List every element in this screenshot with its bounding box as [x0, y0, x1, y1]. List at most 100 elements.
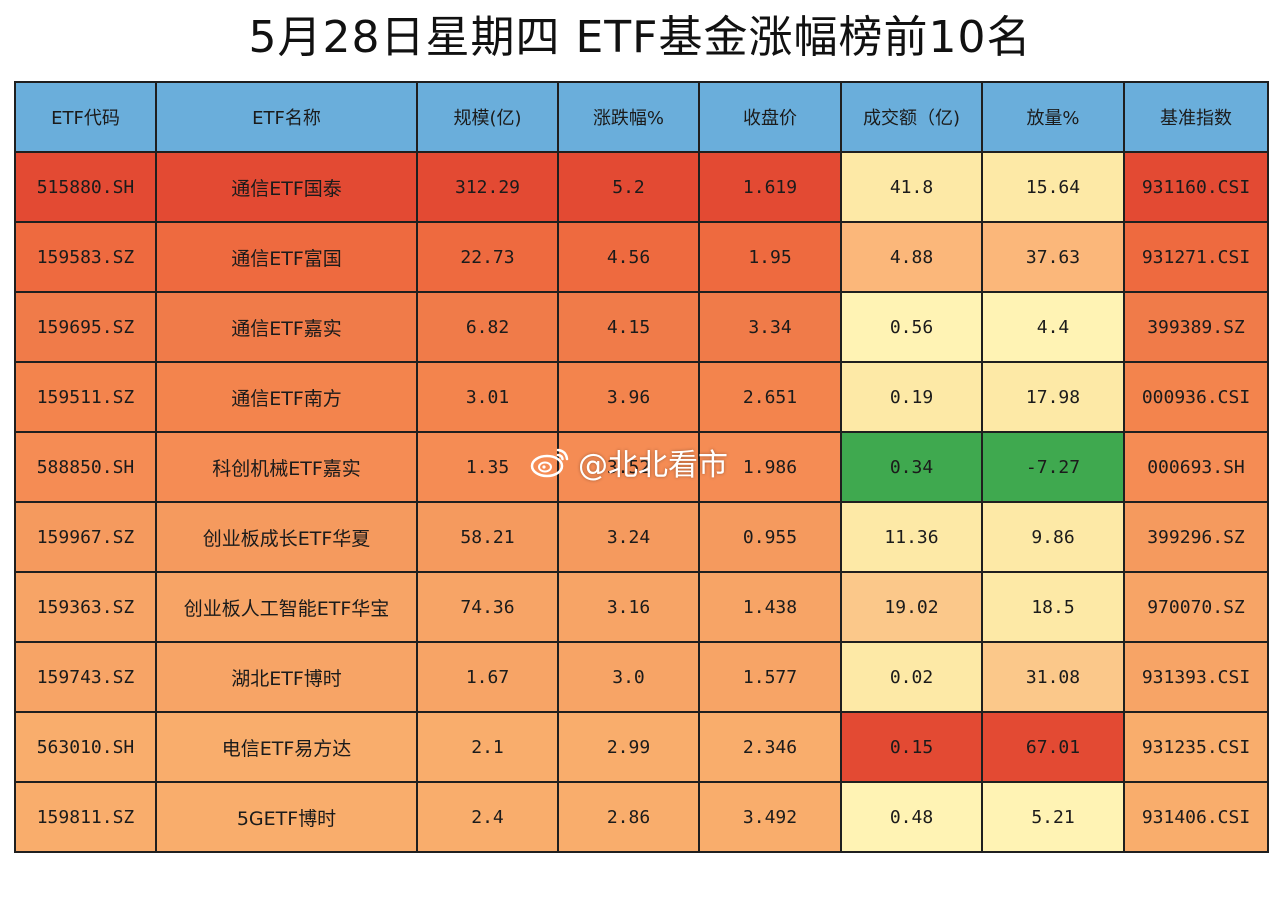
table-row: 515880.SH 通信ETF国泰 312.29 5.2 1.619 41.8 15.64 9… — [14, 151, 1269, 223]
volume-cell: 4.4 — [981, 291, 1125, 363]
table-row: 563010.SH 电信ETF易方达 2.1 2.99 2.346 0.15 67.01 93… — [14, 711, 1269, 783]
volume-cell: 18.5 — [981, 571, 1125, 643]
index-cell: 931271.CSI — [1123, 221, 1269, 293]
table-row: 159743.SZ 湖北ETF博时 1.67 3.0 1.577 0.02 31.08 931… — [14, 641, 1269, 713]
table-row: 159511.SZ 通信ETF南方 3.01 3.96 2.651 0.19 17.98 00… — [14, 361, 1269, 433]
table-row: 159967.SZ 创业板成长ETF华夏 58.21 3.24 0.955 11.36 9.… — [14, 501, 1269, 573]
volume-cell: -7.27 — [981, 431, 1125, 503]
table-row: 588850.SH 科创机械ETF嘉实 1.35 3.52 1.986 0.34 -7.27… — [14, 431, 1269, 503]
page-title: 5月28日星期四 ETF基金涨幅榜前10名 — [248, 12, 1032, 63]
code-cell: 515880.SH — [14, 151, 157, 223]
name-cell: 电信ETF易方达 — [155, 711, 418, 783]
change-cell: 2.86 — [557, 781, 700, 853]
name-cell: 通信ETF南方 — [155, 361, 418, 433]
column-header: 收盘价 — [698, 81, 842, 153]
change-cell: 5.2 — [557, 151, 700, 223]
table-row: 159811.SZ 5GETF博时 2.4 2.86 3.492 0.48 5.21 9314… — [14, 781, 1269, 853]
code-cell: 159695.SZ — [14, 291, 157, 363]
scale-cell: 22.73 — [416, 221, 559, 293]
scale-cell: 58.21 — [416, 501, 559, 573]
close-cell: 3.492 — [698, 781, 842, 853]
index-cell: 931406.CSI — [1123, 781, 1269, 853]
volume-cell: 31.08 — [981, 641, 1125, 713]
close-cell: 3.34 — [698, 291, 842, 363]
volume-cell: 15.64 — [981, 151, 1125, 223]
name-cell: 通信ETF国泰 — [155, 151, 418, 223]
index-cell: 970070.SZ — [1123, 571, 1269, 643]
table-body: 515880.SH 通信ETF国泰 312.29 5.2 1.619 41.8 15.64 9… — [14, 151, 1269, 853]
table-row: 159583.SZ 通信ETF富国 22.73 4.56 1.95 4.88 37.63 93… — [14, 221, 1269, 293]
close-cell: 1.95 — [698, 221, 842, 293]
turnover-cell: 11.36 — [840, 501, 983, 573]
table-header-row: ETF代码 ETF名称 规模(亿) 涨跌幅% 收盘价 成交额（亿) 放量% 基准指数 — [14, 81, 1269, 153]
scale-cell: 2.4 — [416, 781, 559, 853]
turnover-cell: 0.48 — [840, 781, 983, 853]
name-cell: 通信ETF富国 — [155, 221, 418, 293]
turnover-cell: 0.56 — [840, 291, 983, 363]
index-cell: 399389.SZ — [1123, 291, 1269, 363]
code-cell: 159511.SZ — [14, 361, 157, 433]
name-cell: 创业板人工智能ETF华宝 — [155, 571, 418, 643]
code-cell: 159363.SZ — [14, 571, 157, 643]
code-cell: 159583.SZ — [14, 221, 157, 293]
column-header: 涨跌幅% — [557, 81, 700, 153]
turnover-cell: 19.02 — [840, 571, 983, 643]
turnover-cell: 41.8 — [840, 151, 983, 223]
change-cell: 3.52 — [557, 431, 700, 503]
code-cell: 588850.SH — [14, 431, 157, 503]
name-cell: 科创机械ETF嘉实 — [155, 431, 418, 503]
column-header: 规模(亿) — [416, 81, 559, 153]
scale-cell: 3.01 — [416, 361, 559, 433]
volume-cell: 17.98 — [981, 361, 1125, 433]
column-header: ETF代码 — [14, 81, 157, 153]
volume-cell: 9.86 — [981, 501, 1125, 573]
close-cell: 2.346 — [698, 711, 842, 783]
column-header: 成交额（亿) — [840, 81, 983, 153]
index-cell: 931235.CSI — [1123, 711, 1269, 783]
close-cell: 1.577 — [698, 641, 842, 713]
turnover-cell: 0.15 — [840, 711, 983, 783]
index-cell: 000693.SH — [1123, 431, 1269, 503]
name-cell: 创业板成长ETF华夏 — [155, 501, 418, 573]
change-cell: 2.99 — [557, 711, 700, 783]
change-cell: 4.15 — [557, 291, 700, 363]
name-cell: 5GETF博时 — [155, 781, 418, 853]
scale-cell: 74.36 — [416, 571, 559, 643]
close-cell: 0.955 — [698, 501, 842, 573]
column-header: ETF名称 — [155, 81, 418, 153]
change-cell: 4.56 — [557, 221, 700, 293]
turnover-cell: 0.02 — [840, 641, 983, 713]
turnover-cell: 0.34 — [840, 431, 983, 503]
code-cell: 159743.SZ — [14, 641, 157, 713]
volume-cell: 37.63 — [981, 221, 1125, 293]
scale-cell: 1.67 — [416, 641, 559, 713]
table-row: 159695.SZ 通信ETF嘉实 6.82 4.15 3.34 0.56 4.4 39938… — [14, 291, 1269, 363]
etf-ranking-table: ETF代码 ETF名称 规模(亿) 涨跌幅% 收盘价 成交额（亿) 放量% 基准指数 5158… — [14, 81, 1269, 853]
change-cell: 3.16 — [557, 571, 700, 643]
name-cell: 湖北ETF博时 — [155, 641, 418, 713]
close-cell: 1.986 — [698, 431, 842, 503]
close-cell: 1.438 — [698, 571, 842, 643]
close-cell: 2.651 — [698, 361, 842, 433]
table-row: 159363.SZ 创业板人工智能ETF华宝 74.36 3.16 1.438 19.02… — [14, 571, 1269, 643]
change-cell: 3.96 — [557, 361, 700, 433]
close-cell: 1.619 — [698, 151, 842, 223]
change-cell: 3.0 — [557, 641, 700, 713]
index-cell: 000936.CSI — [1123, 361, 1269, 433]
turnover-cell: 4.88 — [840, 221, 983, 293]
index-cell: 931160.CSI — [1123, 151, 1269, 223]
volume-cell: 5.21 — [981, 781, 1125, 853]
column-header: 放量% — [981, 81, 1125, 153]
index-cell: 931393.CSI — [1123, 641, 1269, 713]
code-cell: 159811.SZ — [14, 781, 157, 853]
index-cell: 399296.SZ — [1123, 501, 1269, 573]
scale-cell: 1.35 — [416, 431, 559, 503]
code-cell: 563010.SH — [14, 711, 157, 783]
turnover-cell: 0.19 — [840, 361, 983, 433]
scale-cell: 2.1 — [416, 711, 559, 783]
code-cell: 159967.SZ — [14, 501, 157, 573]
volume-cell: 67.01 — [981, 711, 1125, 783]
name-cell: 通信ETF嘉实 — [155, 291, 418, 363]
change-cell: 3.24 — [557, 501, 700, 573]
scale-cell: 6.82 — [416, 291, 559, 363]
